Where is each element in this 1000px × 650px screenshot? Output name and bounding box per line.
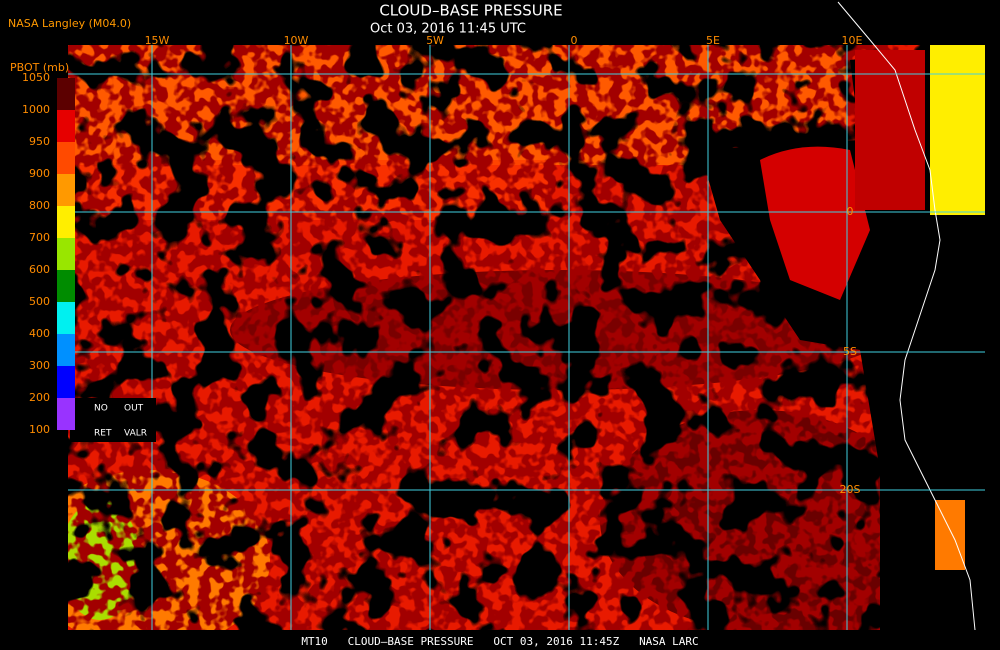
- legend-swatch: [57, 334, 75, 366]
- lat-label: 20S: [840, 483, 861, 496]
- legend-label: 300: [29, 359, 50, 372]
- legend-swatch: [57, 366, 75, 398]
- legend-label: 1000: [22, 103, 50, 116]
- legend-label: 800: [29, 199, 50, 212]
- footer: MT10 CLOUD–BASE PRESSURE OCT 03, 2016 11…: [301, 635, 698, 648]
- legend-label: 900: [29, 167, 50, 180]
- legend-swatch: [57, 302, 75, 334]
- lon-label: 15W: [145, 34, 170, 47]
- title: CLOUD–BASE PRESSURE: [379, 2, 562, 20]
- legend-swatch: [57, 174, 75, 206]
- lat-label: 0: [847, 205, 854, 218]
- legend-label: 600: [29, 263, 50, 276]
- imagery: [68, 45, 985, 630]
- lon-label: 0: [571, 34, 578, 47]
- graticule: [68, 45, 985, 630]
- legend-label: 200: [29, 391, 50, 404]
- legend-label: 400: [29, 327, 50, 340]
- legend-swatch: [57, 206, 75, 238]
- legend-label: 100: [29, 423, 50, 436]
- lat-label: 5S: [843, 345, 857, 358]
- coastline: [837, 1, 976, 631]
- subtitle: Oct 03, 2016 11:45 UTC: [370, 22, 526, 37]
- legend-swatch: [57, 142, 75, 174]
- flag-label: VALR: [124, 429, 147, 439]
- legend-label: 950: [29, 135, 50, 148]
- flag-label: RET: [94, 429, 112, 439]
- legend-label: 700: [29, 231, 50, 244]
- lon-label: 10W: [284, 34, 309, 47]
- legend-swatch: [57, 270, 75, 302]
- legend-swatch: [57, 398, 75, 430]
- flag-label: NO: [94, 404, 108, 414]
- legend-label: 500: [29, 295, 50, 308]
- flag-label: OUT: [124, 404, 144, 414]
- lon-label: 5W: [426, 34, 444, 47]
- legend-swatch: [57, 238, 75, 270]
- source: NASA Langley (M04.0): [8, 17, 131, 30]
- lon-label: 5E: [706, 34, 720, 47]
- legend-swatch: [57, 110, 75, 142]
- lon-label: 10E: [842, 34, 863, 47]
- legend-label: 1050: [22, 71, 50, 84]
- legend-swatch: [57, 78, 75, 110]
- flag-box: [70, 398, 156, 442]
- legend-title: PBOT (mb): [10, 61, 69, 74]
